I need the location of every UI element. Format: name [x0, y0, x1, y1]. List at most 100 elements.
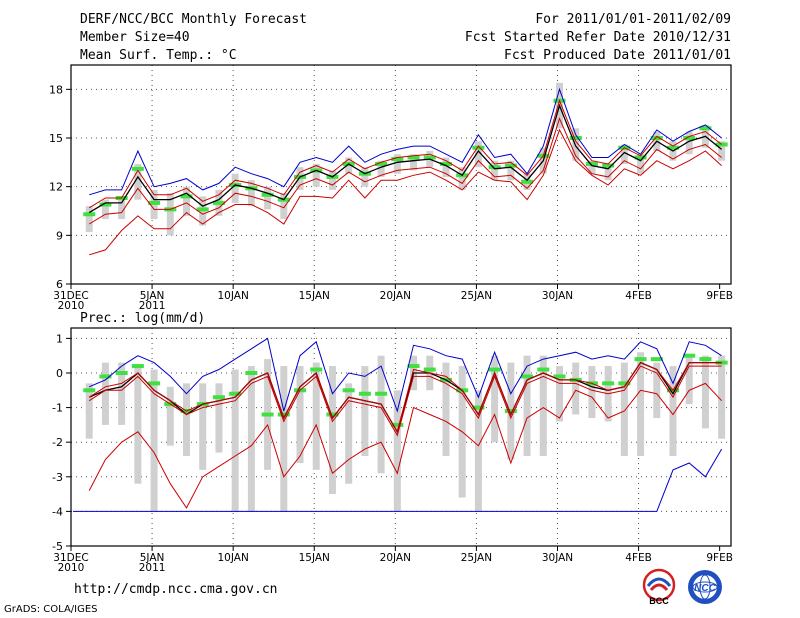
- prec-member-box: [474, 390, 482, 512]
- prec-panel-title: Prec.: log(mm/d): [80, 311, 205, 326]
- prec-member-box: [620, 362, 628, 457]
- temp-member-box: [393, 154, 401, 174]
- prec-median-marker: [358, 391, 371, 396]
- temp-xtick-label: 20JAN: [380, 290, 411, 302]
- prec-ytick-label: -3: [52, 471, 63, 484]
- temp-member-box: [166, 193, 174, 236]
- temp-median-marker: [488, 165, 501, 170]
- temp-median-marker: [407, 155, 420, 160]
- temp-median-marker: [504, 163, 517, 168]
- prec-median-marker: [537, 367, 550, 372]
- temp-member-box: [134, 163, 142, 200]
- prec-median-marker: [245, 370, 258, 375]
- temp-series-mean: [88, 103, 723, 214]
- prec-xtick-label: 30JAN: [542, 552, 573, 564]
- temp-member-box: [247, 180, 255, 207]
- prec-median-marker: [553, 374, 566, 379]
- temp-xtick-label: 15JAN: [299, 290, 330, 302]
- prec-series-floor: [73, 448, 723, 512]
- temp-member-box: [458, 167, 466, 190]
- prec-median-marker: [261, 412, 274, 417]
- temp-member-box: [183, 186, 191, 216]
- prec-median-marker: [602, 381, 615, 386]
- grads-credit: GrADS: COLA/IGES: [4, 604, 98, 615]
- prec-member-box: [653, 362, 661, 418]
- prec-median-marker: [131, 364, 144, 369]
- prec-member-box: [85, 383, 93, 439]
- temp-median-marker: [212, 200, 225, 205]
- prec-median-marker: [148, 381, 161, 386]
- prec-ytick-label: -4: [52, 505, 63, 518]
- prec-plot-frame: [70, 327, 732, 547]
- temp-ytick-label: 18: [49, 83, 63, 96]
- prec-member-box: [377, 355, 385, 474]
- member-size: Member Size=40: [80, 30, 190, 45]
- prec-median-marker: [342, 388, 355, 393]
- temp-member-box: [101, 199, 109, 220]
- prec-ytick-label: 0: [56, 367, 63, 380]
- prec-member-box: [215, 383, 223, 453]
- temp-xtick-label: 30JAN: [542, 290, 573, 302]
- prec-member-box: [166, 386, 174, 446]
- prec-member-box: [572, 362, 580, 415]
- prec-median-marker: [715, 360, 728, 365]
- prec-member-box: [280, 366, 288, 512]
- prec-median-marker: [310, 367, 323, 372]
- temp-ytick-label: 9: [56, 229, 63, 242]
- prec-median-marker: [521, 374, 534, 379]
- temp-median-marker: [375, 161, 388, 166]
- footer-url[interactable]: http://cmdp.ncc.cma.gov.cn: [74, 582, 278, 597]
- prec-member-box: [247, 366, 255, 512]
- prec-median-marker: [212, 395, 225, 400]
- prec-xtick-label: 4FEB: [625, 552, 652, 564]
- prec-xtick-label: 20JAN: [380, 552, 411, 564]
- prec-median-marker: [634, 357, 647, 362]
- prec-member-box: [199, 383, 207, 470]
- prec-member-box: [718, 355, 726, 439]
- variable-label: Mean Surf. Temp.: °C: [80, 48, 237, 63]
- temp-series-min: [89, 128, 722, 256]
- prec-member-box: [183, 383, 191, 457]
- prec-member-box: [101, 362, 109, 425]
- prec-median-marker: [472, 405, 485, 410]
- temp-xtick-label: 2011: [139, 300, 166, 312]
- temp-median-marker: [261, 192, 274, 197]
- temp-member-box: [604, 163, 612, 181]
- temp-member-box: [264, 186, 272, 210]
- prec-median-marker: [326, 412, 339, 417]
- temp-xtick-label: 31DEC: [53, 290, 88, 302]
- prec-member-box: [393, 390, 401, 512]
- prec-member-box: [637, 352, 645, 457]
- prec-median-marker: [277, 412, 290, 417]
- temp-median-marker: [715, 142, 728, 147]
- prec-median-marker: [618, 381, 631, 386]
- temp-xtick-label: 25JAN: [461, 290, 492, 302]
- prec-median-marker: [488, 367, 501, 372]
- started-refer-date: Fcst Started Refer Date 2010/12/31: [464, 30, 731, 45]
- temp-xtick-label: 4FEB: [625, 290, 652, 302]
- prec-median-marker: [83, 388, 96, 393]
- temp-member-box: [410, 154, 418, 171]
- prec-member-box: [669, 366, 677, 457]
- temp-plot-frame: [70, 64, 732, 285]
- temp-median-marker: [634, 155, 647, 160]
- temp-series-ensemble_upper: [88, 99, 722, 209]
- temp-member-box: [685, 131, 693, 155]
- temp-median-marker: [148, 200, 161, 205]
- prec-series-ensemble_lower: [88, 365, 722, 437]
- prec-median-marker: [699, 357, 712, 362]
- temp-median-marker: [699, 126, 712, 131]
- prec-median-marker: [375, 391, 388, 396]
- prec-member-box: [296, 366, 304, 463]
- bcc-logo-label: BCC: [649, 596, 669, 606]
- temp-xtick-label: 2010: [58, 300, 85, 312]
- temp-median-marker: [131, 166, 144, 171]
- temp-member-box: [118, 199, 126, 220]
- temp-median-marker: [667, 145, 679, 150]
- temp-member-box: [637, 154, 645, 174]
- prec-series-ensemble_upper: [88, 361, 722, 434]
- temp-median-marker: [650, 136, 663, 140]
- temp-median-marker: [439, 161, 452, 166]
- temp-series-max: [89, 87, 722, 196]
- prec-member-box: [150, 369, 158, 512]
